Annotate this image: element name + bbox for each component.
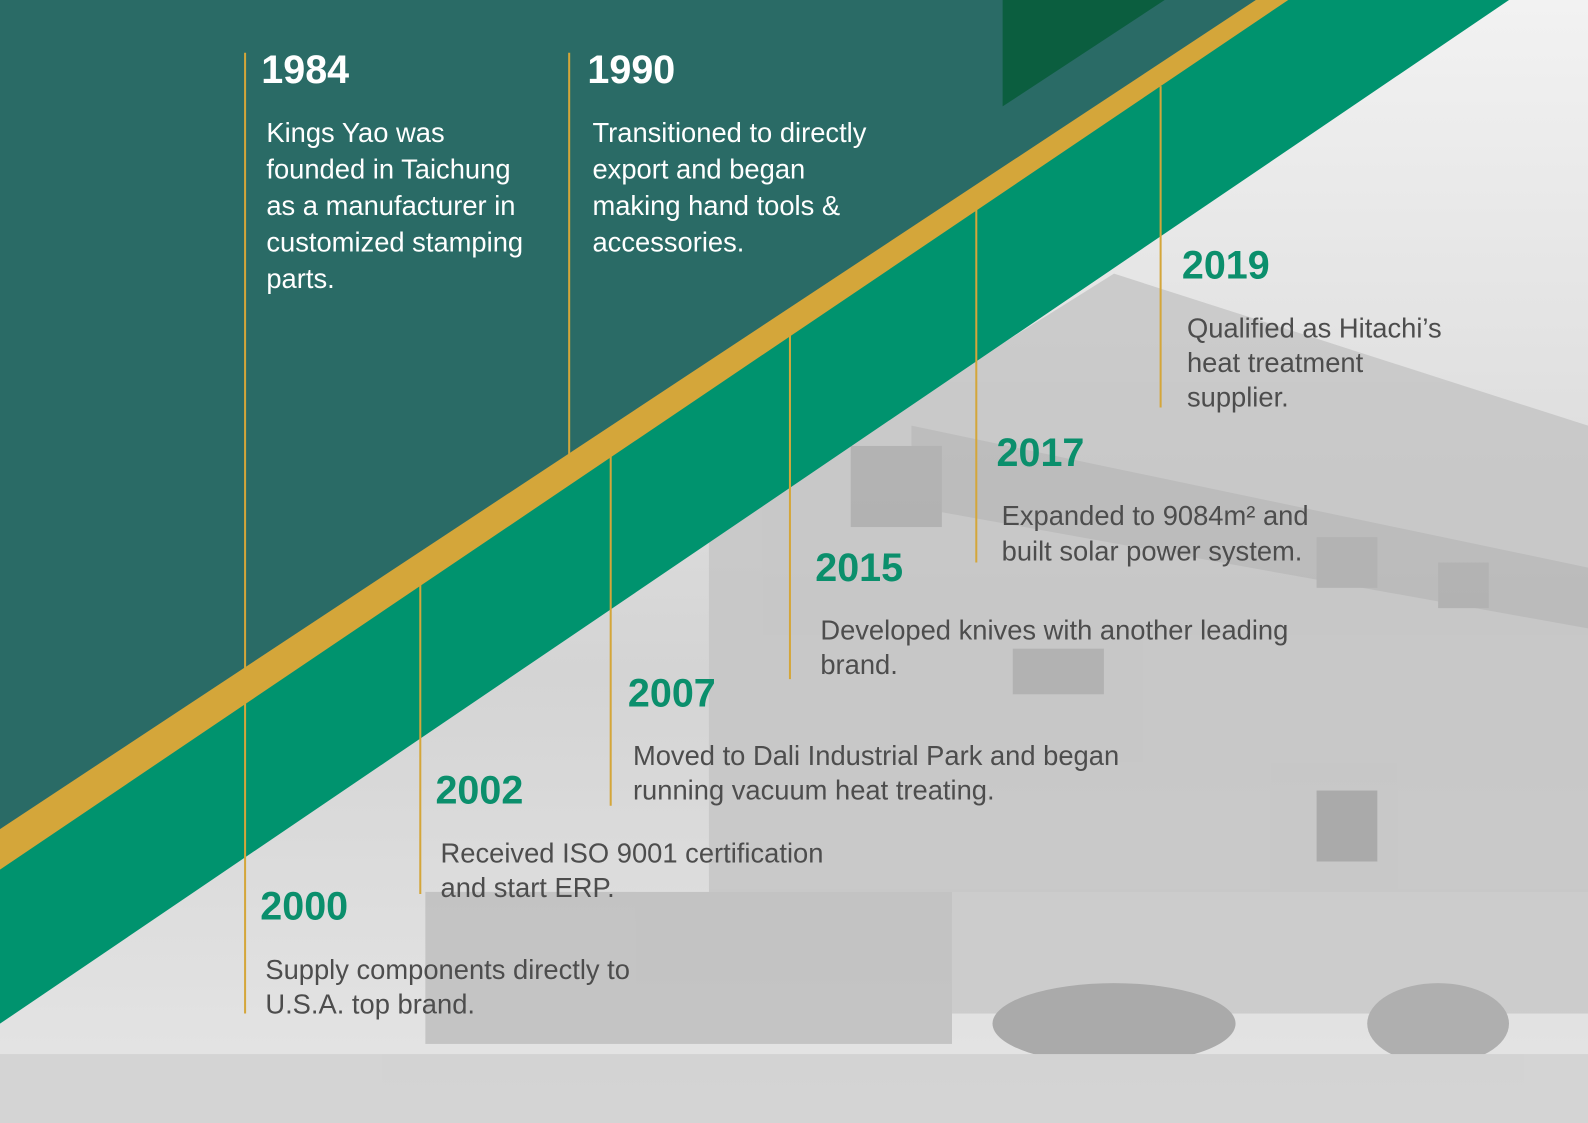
timeline-entry: 2015 Developed knives with another leadin… bbox=[815, 546, 1288, 680]
entry-text: making hand tools & bbox=[592, 190, 840, 221]
corner-triangle bbox=[1002, 0, 1165, 107]
timeline-entry: 1990 Transitioned to directly export and b… bbox=[587, 48, 866, 257]
entry-year: 1990 bbox=[587, 48, 675, 92]
entry-text: built solar power system. bbox=[1002, 535, 1303, 566]
timeline-entry: 1984 Kings Yao was founded in Taichung as a… bbox=[261, 48, 523, 294]
entry-text: parts. bbox=[266, 263, 334, 294]
entry-text: Moved to Dali Industrial Park and began bbox=[633, 740, 1119, 771]
building bbox=[0, 273, 1588, 1123]
entry-text: Transitioned to directly bbox=[592, 117, 866, 148]
entry-text: brand. bbox=[820, 649, 898, 680]
entry-year: 2000 bbox=[260, 884, 348, 928]
entry-text: Supply components directly to bbox=[265, 954, 630, 985]
entry-text: Received ISO 9001 certification bbox=[441, 838, 824, 869]
entry-text: Expanded to 9084m² and bbox=[1002, 500, 1309, 531]
entry-text: running vacuum heat treating. bbox=[633, 775, 995, 806]
entry-text: as a manufacturer in bbox=[266, 190, 515, 221]
entry-year: 2002 bbox=[435, 769, 523, 813]
entry-text: Kings Yao was bbox=[266, 117, 444, 148]
entry-year: 1984 bbox=[261, 48, 349, 92]
entry-text: supplier. bbox=[1187, 381, 1289, 412]
timeline-entry: 2007 Moved to Dali Industrial Park and be… bbox=[628, 671, 1119, 805]
markers bbox=[244, 52, 1162, 1014]
entries: 1984 Kings Yao was founded in Taichung as a… bbox=[260, 48, 1441, 1019]
timeline-entry: 2000 Supply components directly to U.S.A. … bbox=[260, 884, 630, 1019]
entry-text: Developed knives with another leading bbox=[820, 615, 1288, 646]
entry-text: heat treatment bbox=[1187, 347, 1364, 378]
entry-text: and start ERP. bbox=[441, 872, 615, 903]
entry-text: U.S.A. top brand. bbox=[265, 989, 475, 1020]
entry-text: export and began bbox=[592, 153, 805, 184]
entry-text: customized stamping bbox=[266, 226, 523, 257]
entry-year: 2017 bbox=[997, 431, 1085, 475]
timeline-entry: 2019 Qualified as Hitachi’s heat treatment… bbox=[1182, 244, 1442, 413]
entry-text: Qualified as Hitachi’s bbox=[1187, 312, 1442, 343]
entry-year: 2007 bbox=[628, 671, 716, 715]
entry-text: founded in Taichung bbox=[266, 153, 510, 184]
entry-year: 2015 bbox=[815, 546, 903, 590]
entry-year: 2019 bbox=[1182, 244, 1270, 288]
timeline-entry: 2017 Expanded to 9084m² and built solar po… bbox=[997, 431, 1309, 566]
entry-text: accessories. bbox=[592, 226, 744, 257]
